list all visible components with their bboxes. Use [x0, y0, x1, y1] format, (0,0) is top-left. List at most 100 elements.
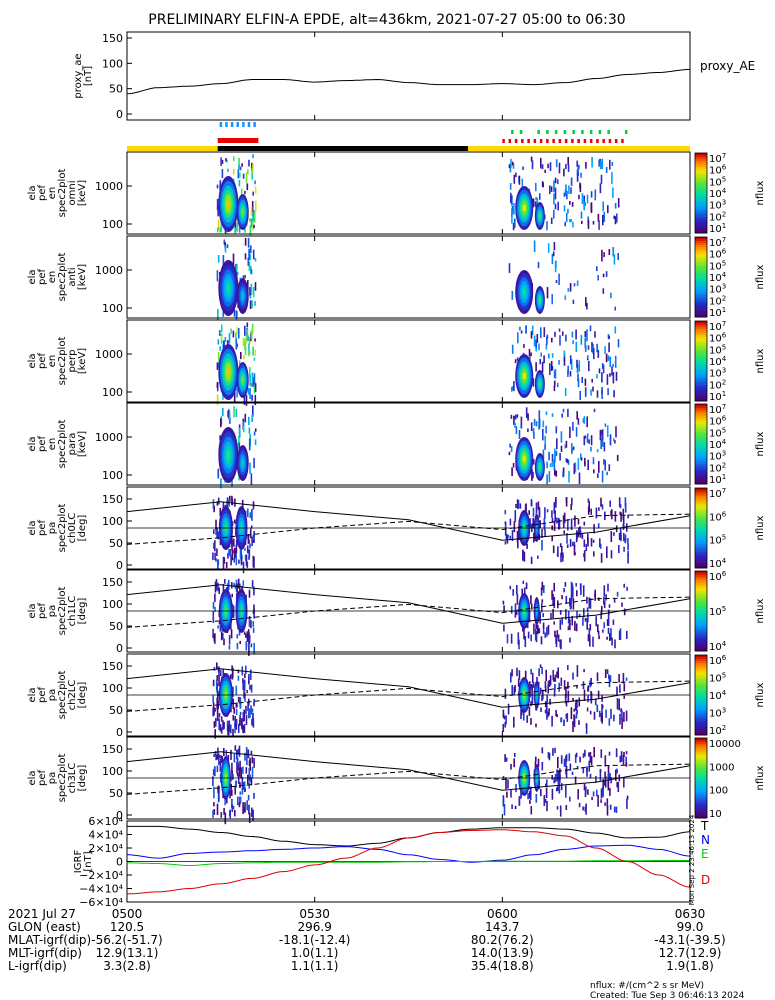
spectrogram-pixel: [212, 499, 215, 509]
spectrogram-pixel: [533, 240, 536, 253]
igrf-line-N: [127, 844, 691, 863]
spectrogram-pixel: [586, 194, 589, 204]
panel-ylabel-line: ela: [27, 520, 38, 535]
spectrogram-pixel: [253, 211, 256, 223]
colorbar-segment: [695, 615, 707, 618]
spectrogram-pixel: [252, 621, 255, 627]
spectrogram-pixel: [510, 414, 513, 419]
spectrogram-pixel: [519, 326, 521, 331]
spectrogram-pixel: [244, 238, 247, 246]
panel-frame: [126, 736, 691, 820]
spectrogram-pixel: [625, 677, 628, 681]
spectrogram-pixel: [524, 670, 527, 680]
panel-ylabel-line: ela: [27, 436, 38, 451]
colorbar-segment: [695, 627, 707, 630]
spectrogram-pixel: [567, 288, 570, 292]
spectrogram-pixel: [616, 591, 619, 597]
spectrogram-pixel: [559, 453, 561, 461]
colorbar-segment: [695, 183, 707, 186]
colorbar-segment: [695, 709, 707, 712]
spectrogram-pixel: [593, 747, 595, 758]
spectrogram-pixel: [219, 227, 222, 233]
spectrogram-pixel: [507, 534, 509, 538]
spectrogram-pixel: [555, 280, 558, 284]
spectrogram-pixel: [623, 751, 625, 757]
spectrogram-pixel: [212, 679, 215, 687]
spectrogram-pixel: [592, 539, 595, 543]
spectrogram-pixel: [249, 462, 251, 474]
spectrogram-pixel: [575, 752, 578, 758]
colorbar-segment: [695, 635, 707, 638]
spectrogram-pixel: [518, 797, 521, 806]
spectrogram-pixel: [250, 283, 253, 295]
colorbar-segment: [695, 611, 707, 614]
spectrogram-pixel: [530, 786, 532, 794]
spectrogram-pixel: [587, 459, 589, 471]
spectrogram-pixel: [622, 678, 625, 684]
spectrogram-pixel: [229, 549, 232, 556]
spectrogram-pixel: [228, 579, 230, 590]
colorbar-tick-label: 106: [709, 570, 727, 583]
colorbar-segment: [695, 221, 707, 224]
spectrogram-pixel: [543, 327, 546, 337]
spectrogram-pixel: [558, 162, 561, 174]
spectrogram-pixel: [605, 353, 608, 363]
colorbar-segment: [695, 657, 707, 660]
spectrogram-pixel: [544, 169, 546, 173]
spectrogram-pixel: [554, 469, 556, 476]
spectrogram-pixel: [565, 768, 567, 775]
spectrogram-pixel: [254, 301, 256, 306]
spectrogram-pixel: [509, 443, 511, 448]
colorbar-tick-label: 107: [709, 403, 726, 416]
spectrogram-pixel: [241, 787, 244, 795]
colorbar-segment: [695, 325, 707, 328]
spectrogram-pixel: [620, 532, 622, 542]
colorbar-segment: [695, 277, 707, 280]
spectrogram-pixel: [511, 684, 513, 696]
spectrogram-pixel: [251, 509, 253, 521]
spectrogram-pixel: [566, 713, 569, 723]
colorbar-segment: [695, 309, 707, 312]
spectrogram-pixel: [615, 769, 617, 781]
spectrogram-pixel: [231, 539, 233, 544]
colorbar-segment: [695, 297, 707, 300]
spectrogram-pixel: [625, 762, 628, 767]
spectrogram-pixel: [588, 360, 590, 372]
spectrogram-pixel: [537, 624, 539, 635]
spectrogram-pixel: [609, 787, 611, 796]
panel-ylabel-line: en: [47, 187, 58, 200]
spectrogram-pixel: [240, 556, 243, 565]
spectrogram-pixel: [571, 497, 573, 506]
spectrogram-pixel: [246, 689, 248, 694]
flag-tick-green: [563, 130, 567, 134]
spectrogram-pixel: [213, 633, 216, 642]
spectrogram-pixel: [217, 560, 220, 566]
anti-loss-cone-line: [126, 763, 691, 795]
igrf-line-T: [127, 825, 691, 847]
spectrogram-pixel: [609, 675, 612, 683]
spectrogram-pixel: [548, 471, 551, 483]
spectrogram-pixel: [551, 715, 553, 727]
colorbar-segment: [695, 255, 707, 258]
spectrogram-pixel: [243, 394, 246, 406]
spectrogram-pixel: [587, 498, 590, 503]
colorbar-tick-label: 107: [709, 236, 726, 249]
spectrogram-pixel: [242, 680, 244, 690]
flag-tick-red: [539, 139, 543, 143]
colorbar-segment: [695, 165, 707, 168]
spectrogram-pixel: [601, 703, 603, 715]
flag-tick-red: [533, 139, 537, 143]
panel-frame: [126, 319, 691, 403]
spectrogram-blob: [226, 283, 231, 293]
spectrogram-pixel: [567, 690, 570, 703]
spectrogram-pixel: [595, 775, 597, 783]
spectrogram-pixel: [578, 720, 580, 725]
spectrogram-pixel: [584, 749, 586, 757]
spectrogram-pixel: [535, 362, 537, 372]
spectrogram-pixel: [585, 297, 587, 307]
spectrogram-pixel: [251, 708, 254, 712]
flag-tick-green: [511, 130, 514, 134]
spectrogram-pixel: [600, 799, 602, 803]
colorbar-segment: [695, 601, 707, 604]
spectrogram-pixel: [216, 198, 219, 211]
